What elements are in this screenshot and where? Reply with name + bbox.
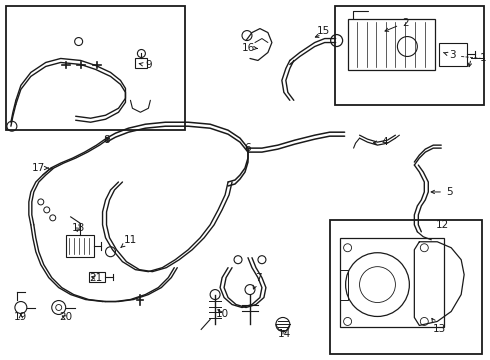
Bar — [335, 6, 484, 105]
Bar — [340, 238, 444, 328]
Text: 2: 2 — [385, 18, 409, 31]
Bar — [6, 6, 185, 130]
Text: 11: 11 — [121, 235, 137, 247]
Text: 14: 14 — [278, 329, 292, 339]
Text: 7: 7 — [253, 273, 261, 289]
Text: 9: 9 — [139, 60, 152, 71]
Bar — [347, 19, 435, 71]
Bar — [330, 220, 482, 354]
Text: 12: 12 — [436, 220, 449, 230]
Text: 8: 8 — [103, 135, 110, 145]
Text: 20: 20 — [59, 312, 72, 323]
Bar — [66, 235, 94, 257]
Text: 4: 4 — [373, 137, 388, 147]
Text: 10: 10 — [216, 310, 229, 319]
Text: 18: 18 — [72, 223, 85, 233]
Text: 19: 19 — [14, 312, 27, 323]
Bar — [89, 272, 104, 282]
Text: 3: 3 — [443, 50, 456, 60]
Text: 16: 16 — [242, 42, 257, 53]
Bar — [340, 270, 347, 300]
Text: 17: 17 — [32, 163, 49, 173]
Text: 6: 6 — [245, 143, 251, 153]
Text: 5: 5 — [431, 187, 453, 197]
Bar — [135, 58, 147, 68]
Text: 13: 13 — [432, 318, 446, 334]
Text: 1: 1 — [479, 54, 486, 63]
Text: 21: 21 — [89, 273, 102, 283]
Bar — [439, 42, 467, 67]
Text: 15: 15 — [317, 26, 330, 36]
